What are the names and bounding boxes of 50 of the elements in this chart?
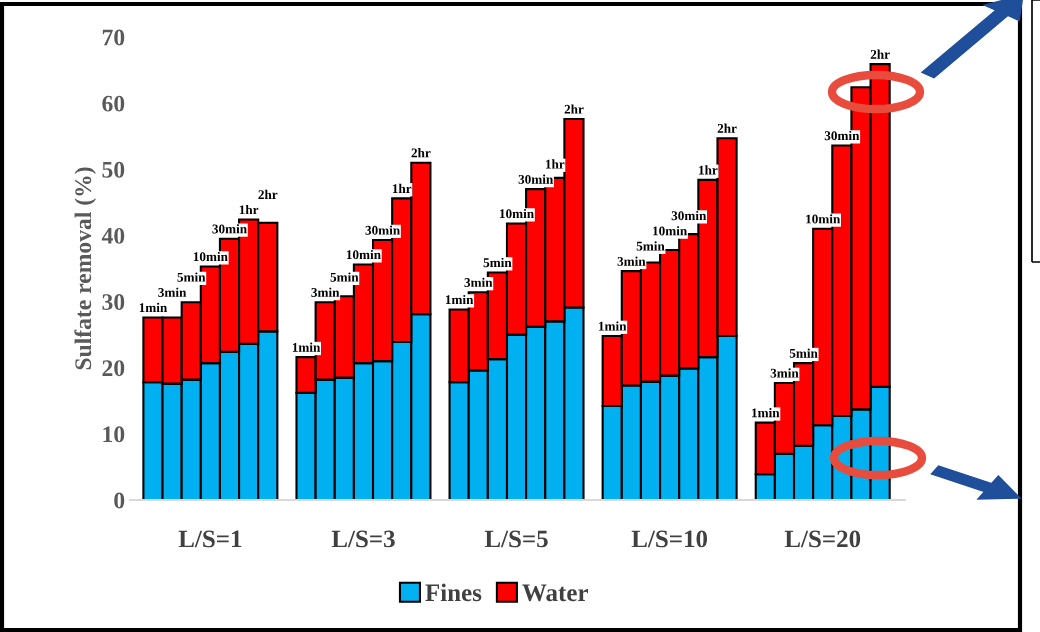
legend-label: Water (522, 584, 589, 602)
x-tick-label: 5min (789, 348, 818, 358)
x-tick-label: 2hr (411, 148, 431, 158)
x-tick-label: 3min (464, 277, 493, 287)
x-tick-label: 1hr (545, 159, 565, 169)
y-tick-label: 40 (101, 227, 125, 244)
x-tick-label: 3min (770, 368, 799, 378)
x-tick-label: 30min (824, 130, 860, 141)
x-tick-label: 5min (483, 257, 512, 268)
x-tick-label: 1hr (239, 204, 259, 215)
x-tick-label: 3min (158, 287, 187, 297)
x-tick-label: 5min (636, 241, 665, 251)
y-tick-label: 70 (102, 29, 125, 46)
text: L/S=20 (784, 530, 861, 548)
y-axis-title: Sulfate removal (%) (74, 167, 96, 370)
text: L/S=1 (178, 530, 242, 548)
x-tick-label: 2hr (564, 104, 584, 114)
legend-label: Fines (425, 583, 482, 602)
x-tick-label: 3min (617, 256, 646, 266)
x-tick-label: 1min (445, 294, 474, 305)
y-tick-label: 10 (103, 426, 125, 443)
x-tick-label: 30min (518, 174, 554, 184)
x-tick-label: 30min (671, 210, 707, 221)
text: L/S=5 (484, 530, 548, 548)
x-tick-label: 1min (752, 408, 780, 418)
x-tick-label: 10min (193, 251, 228, 262)
x-tick-label: 1min (292, 342, 321, 352)
y-tick-label: 20 (102, 360, 125, 377)
x-tick-label: 1min (598, 321, 627, 331)
x-tick-label: 2hr (870, 49, 890, 59)
y-tick-label: 50 (102, 161, 125, 178)
y-tick-label: 60 (102, 95, 125, 112)
x-tick-label: 5min (330, 272, 359, 282)
x-tick-label: 1hr (699, 165, 718, 175)
text: L/S=10 (631, 530, 708, 548)
x-tick-label: 3min (311, 287, 340, 297)
y-tick-label: 0 (114, 492, 125, 509)
x-tick-label: 1min (139, 302, 168, 312)
y-tick-label: 30 (102, 294, 125, 310)
x-tick-label: 10min (346, 249, 381, 260)
x-tick-label: 30min (212, 224, 247, 234)
x-tick-label: 2hr (717, 123, 737, 133)
x-tick-label: 10min (500, 208, 534, 219)
x-tick-label: 10min (806, 214, 841, 224)
x-tick-label: 30min (365, 225, 400, 235)
x-tick-label: 10min (653, 226, 688, 236)
text: L/S=3 (331, 530, 395, 548)
x-tick-label: 5min (177, 272, 206, 282)
x-tick-label: 2hr (258, 189, 278, 199)
x-tick-label: 1hr (392, 183, 412, 193)
